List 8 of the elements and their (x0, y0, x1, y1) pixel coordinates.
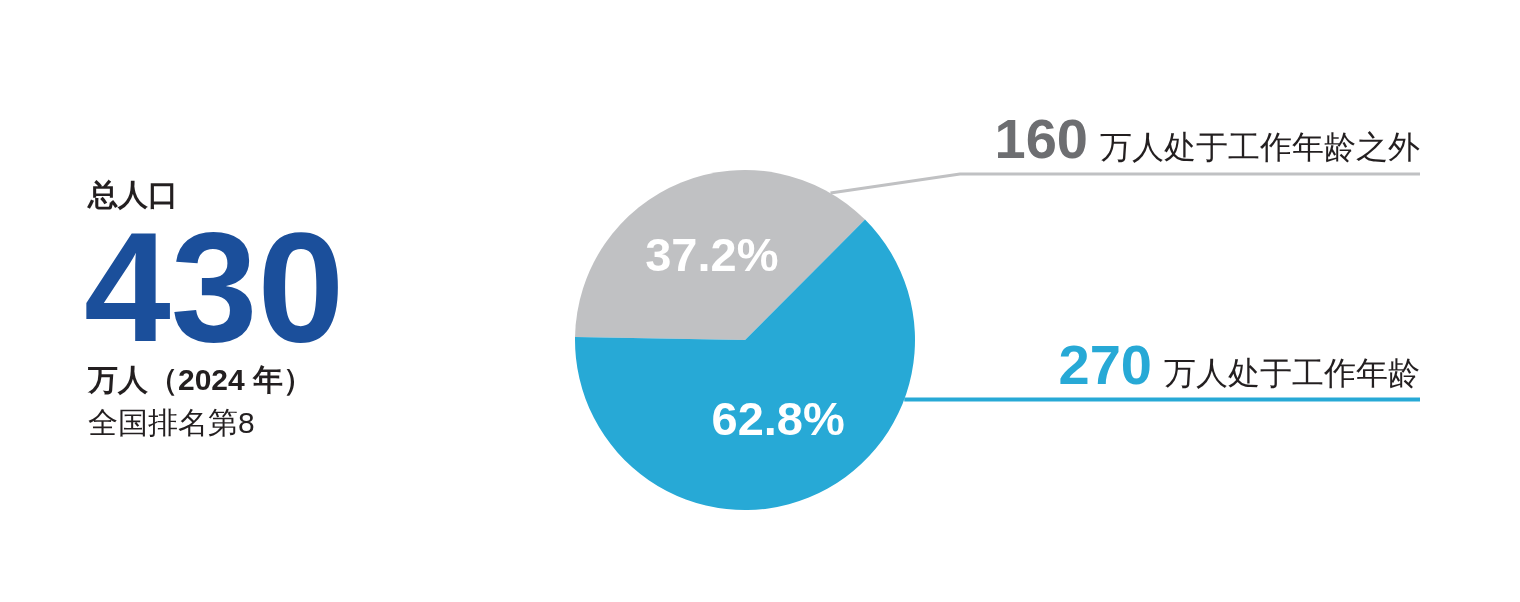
text: 270 (1058, 333, 1152, 396)
slice-label: 万人处于工作年龄 (1164, 355, 1420, 391)
data-label: 62.8% (711, 391, 845, 445)
text: 万人（2024 年） (87, 363, 314, 396)
text: 160 (994, 107, 1088, 170)
data-label: 37.2% (645, 228, 779, 282)
slice-label: 万人处于工作年龄之外 (1100, 129, 1420, 165)
text: 全国排名第8 (88, 406, 255, 439)
